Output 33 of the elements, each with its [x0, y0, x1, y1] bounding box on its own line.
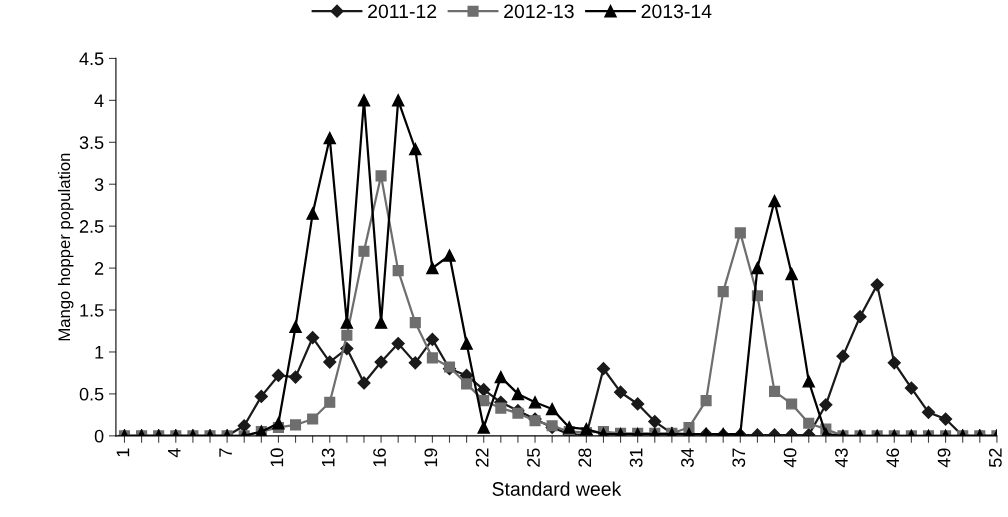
x-tick-label: 40 — [783, 448, 797, 468]
x-tick-label: 37 — [732, 448, 746, 468]
y-tick-label: 0 — [94, 429, 104, 443]
y-tick-label: 2 — [94, 262, 104, 275]
y-tick-label: 1.5 — [80, 304, 104, 317]
x-tick-label: 22 — [475, 448, 489, 467]
x-tick-label: 28 — [578, 448, 592, 467]
legend-label: 2011-12 — [368, 4, 437, 19]
x-tick-label: 34 — [681, 448, 694, 468]
x-tick-label: 31 — [629, 448, 643, 468]
y-tick-label: 3 — [94, 178, 104, 191]
x-tick-label: 43 — [835, 448, 848, 468]
y-tick-label: 4.5 — [79, 52, 104, 66]
x-tick-label: 4 — [168, 448, 181, 458]
y-axis-title: Mango hopper population — [57, 153, 74, 341]
y-tick-label: 0.5 — [79, 387, 104, 401]
x-axis-title: Standard week — [492, 481, 622, 496]
legend-label: 2013-14 — [641, 4, 712, 19]
x-tick-label: 19 — [424, 448, 438, 467]
x-tick-label: 10 — [270, 448, 284, 467]
legend-label: 2012-13 — [504, 4, 574, 19]
x-tick-label: 25 — [527, 448, 540, 467]
x-tick-label: 13 — [321, 448, 335, 467]
x-tick-label: 49 — [937, 448, 951, 468]
y-tick-label: 1 — [95, 346, 104, 359]
x-tick-label: 1 — [116, 448, 130, 457]
x-tick-label: 46 — [886, 448, 900, 468]
x-tick-label: 52 — [988, 448, 1002, 467]
y-tick-label: 3.5 — [79, 136, 104, 150]
y-tick-label: 4 — [94, 94, 104, 107]
y-tick-label: 2.5 — [79, 220, 104, 233]
x-tick-label: 16 — [373, 448, 386, 467]
x-tick-label: 7 — [219, 448, 232, 457]
